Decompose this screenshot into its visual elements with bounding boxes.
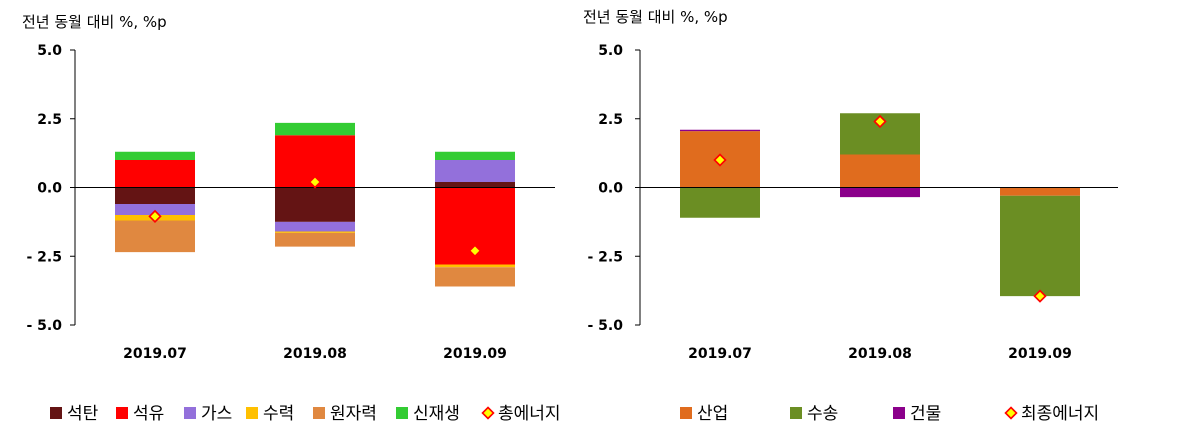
legend-item: 수력 [246, 404, 294, 424]
legend-item: 석유 [116, 404, 164, 424]
bar-segment [275, 232, 355, 247]
total-marker [713, 153, 727, 167]
bar-segment [435, 151, 515, 160]
chart-right: 전년 동월 대비 %, %p 5.0 2.5 0.0 - 2.5 - 5.0 2019.0… [583, 8, 1118, 424]
legend-swatch [893, 407, 905, 419]
legend-item: 수송 [790, 404, 838, 424]
bar-segment [435, 264, 515, 268]
legend-item: 가스 [184, 404, 232, 424]
bar-segment [435, 267, 515, 287]
legend-swatch [50, 407, 62, 419]
legend-swatch [396, 407, 408, 419]
legend-item: 건물 [893, 404, 941, 424]
bar-segment [840, 187, 920, 198]
y-tick-label: 5.0 [37, 43, 62, 59]
legend-label: 신재생 [413, 404, 460, 424]
legend-label: 석탄 [67, 404, 99, 424]
x-tick-label: 2019.08 [283, 346, 347, 362]
legend-label: 원자력 [330, 404, 377, 424]
bar-segment [115, 204, 195, 215]
chart-left: 전년 동월 대비 %, %p 5.0 2.5 0.0 - 2.5 - 5.0 2019.0… [22, 13, 561, 424]
total-marker [873, 114, 887, 129]
y-tick-label: - 2.5 [27, 249, 63, 265]
y-tick-label: 0.0 [598, 181, 623, 197]
bar-segment [680, 129, 760, 132]
total-marker [1033, 289, 1047, 303]
bar-segment [840, 154, 920, 188]
bar-segment [275, 231, 355, 233]
bar-segment [115, 160, 195, 188]
x-tick-label: 2019.09 [1008, 346, 1072, 362]
legend-swatch [790, 407, 802, 419]
legend-item: 최종에너지 [1004, 404, 1099, 424]
bar-segment [1000, 187, 1080, 196]
bar-segment [115, 151, 195, 160]
legend-label: 석유 [133, 404, 164, 424]
bar-segment [275, 187, 355, 222]
legend-label: 수력 [263, 404, 294, 424]
legend-marker [481, 406, 495, 420]
legend-label: 최종에너지 [1021, 404, 1099, 424]
bar-segment [435, 182, 515, 188]
y-tick-label: 5.0 [598, 43, 623, 59]
legend-item: 산업 [680, 404, 728, 424]
legend-swatch [680, 407, 692, 419]
x-tick-label: 2019.09 [443, 346, 507, 362]
legend-item: 신재생 [396, 404, 460, 424]
y-tick-label: 0.0 [37, 181, 62, 197]
legend-swatch [246, 407, 258, 419]
legend-label: 산업 [697, 404, 728, 424]
bar-segment [435, 160, 515, 182]
legend-label: 총에너지 [498, 404, 561, 424]
legend-label: 가스 [201, 404, 232, 424]
y-tick-label: - 2.5 [588, 249, 624, 265]
bar-segment [275, 221, 355, 232]
bar-segment [1000, 195, 1080, 297]
total-marker [148, 209, 162, 224]
bar-segment [115, 187, 195, 204]
y-tick-label: 2.5 [37, 112, 62, 128]
x-tick-label: 2019.07 [688, 346, 752, 362]
y-tick-label: 2.5 [598, 112, 623, 128]
x-tick-label: 2019.08 [848, 346, 912, 362]
legend-swatch [313, 407, 325, 419]
legend-item: 원자력 [313, 404, 377, 424]
legend-swatch [184, 407, 196, 419]
bar-segment [115, 220, 195, 253]
bar-segment [680, 187, 760, 218]
total-marker [468, 244, 482, 258]
legend-label: 수송 [807, 404, 838, 424]
legend-label: 건물 [910, 404, 941, 424]
bar-segment [275, 122, 355, 136]
y-tick-label: - 5.0 [27, 318, 63, 334]
legend-item: 석탄 [50, 404, 99, 424]
legend-item: 총에너지 [481, 404, 561, 424]
total-marker [308, 175, 322, 189]
y-axis-label: 전년 동월 대비 %, %p [583, 8, 728, 26]
legend-marker [1004, 406, 1018, 420]
y-tick-label: - 5.0 [588, 318, 624, 334]
y-axis-label: 전년 동월 대비 %, %p [22, 13, 167, 31]
legend-swatch [116, 407, 128, 419]
x-tick-label: 2019.07 [123, 346, 187, 362]
